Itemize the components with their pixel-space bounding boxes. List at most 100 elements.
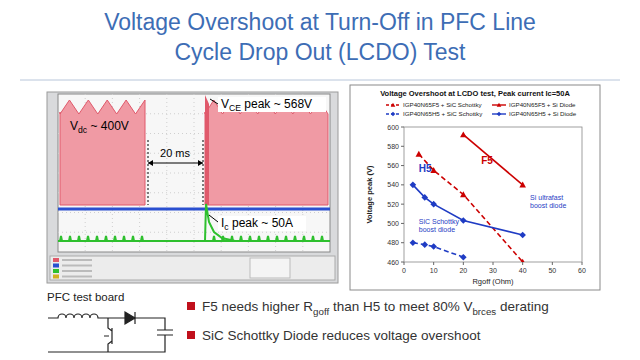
legend-label: IGP40N65F5 + Si Diode — [509, 101, 576, 108]
x-tick — [493, 262, 494, 265]
series-line — [413, 243, 463, 257]
annotation: boost diode — [419, 226, 455, 233]
annotation: boost diode — [530, 202, 566, 209]
marker — [497, 103, 502, 107]
bullet-text-part: brces — [472, 306, 496, 317]
scope: Vdc ~ 400V20 msVCE peak ~ 568VIc peak ~ … — [47, 92, 338, 283]
y-tick — [401, 262, 404, 263]
scope-vce-label-part: CE — [229, 103, 241, 113]
marker — [460, 254, 467, 261]
bullet-text-part: goff — [313, 306, 329, 317]
circuit-capacitor — [48, 318, 173, 352]
annotation: H5 — [419, 163, 432, 174]
x-tick — [463, 262, 464, 265]
circuit — [48, 312, 173, 352]
legend-entry: IGP40N65H5 + SiC Schottky — [386, 110, 483, 117]
board-label: PFC test board — [47, 291, 124, 303]
legend-label: IGP40N65H5 + SiC Schottky — [403, 110, 483, 117]
marker — [410, 182, 417, 189]
legend-entry: IGP40N65H5 + Si Diode — [492, 110, 577, 117]
scope-interval-label-part: 20 ms — [160, 147, 190, 159]
legend-label: IGP40N65H5 + Si Diode — [509, 110, 577, 117]
scope-ic-label-part: peak ~ 50A — [229, 216, 293, 230]
chart: Voltage Overshoot at LCDO test, Peak cur… — [350, 85, 600, 290]
title: Cycle Drop Out (LCDO) Test — [175, 39, 467, 65]
scope-vce-spike — [205, 95, 209, 205]
marker — [391, 112, 396, 117]
scope-channel-chip — [53, 264, 59, 268]
x-tick — [433, 262, 434, 265]
scope-ic-label: Ic peak ~ 50A — [221, 216, 293, 232]
scope-vce-label: VCE peak ~ 568V — [221, 97, 312, 113]
marker — [519, 182, 526, 188]
y-tick-label: 500 — [387, 220, 399, 227]
x-tick — [582, 262, 583, 265]
marker — [460, 217, 467, 224]
x-tick — [522, 262, 523, 265]
y-tick — [401, 165, 404, 166]
x-tick-label: 40 — [519, 267, 527, 274]
marker — [430, 243, 437, 250]
annotation: Si ultrafast — [530, 194, 563, 201]
scope-interval-arrowheads — [148, 160, 203, 166]
bullet-text-part: than H5 to meet 80% V — [329, 299, 472, 314]
scope-ic-arrow — [209, 215, 218, 222]
x-tick-label: 10 — [430, 267, 438, 274]
scope-status-line — [62, 270, 92, 272]
marker — [497, 112, 502, 117]
scope-vce-label-part: peak ~ 568V — [241, 97, 312, 111]
scope-interval-mark — [203, 140, 204, 205]
scope-frame — [47, 92, 338, 283]
y-tick — [401, 184, 404, 185]
title-rule — [20, 80, 620, 81]
scope-vdc-label-part: ~ 400V — [87, 119, 129, 133]
bullet-text: F5 needs higher Rgoff than H5 to meet 80… — [202, 299, 549, 317]
legend-entry: IGP40N65F5 + Si Diode — [492, 101, 576, 108]
scope-screen — [58, 94, 330, 252]
series-line — [413, 185, 523, 235]
chart-frame — [350, 85, 600, 290]
y-tick-label: 600 — [387, 124, 399, 131]
plot-frame — [404, 127, 582, 262]
annotation: SiC Schottky — [419, 218, 460, 226]
scope-interval-label: 20 ms — [160, 147, 190, 159]
bullet-text-part: F5 needs higher R — [202, 299, 313, 314]
chart-title: Voltage Overshoot at LCDO test, Peak cur… — [380, 89, 570, 98]
scope-status-line — [62, 259, 92, 261]
scope-grid — [58, 232, 330, 233]
x-tick-label: 0 — [402, 267, 406, 274]
marker — [391, 103, 396, 107]
x-tick-label: 30 — [489, 267, 497, 274]
bullet-marker — [187, 302, 195, 310]
scope-status-line — [62, 265, 92, 267]
marker — [519, 232, 526, 239]
x-tick-label: 50 — [548, 267, 556, 274]
scope-status-line — [62, 276, 92, 278]
bullet-marker — [187, 331, 195, 339]
y-tick-label: 460 — [387, 259, 399, 266]
scope-vdc-label-part: V — [70, 119, 78, 133]
plot-area — [410, 131, 526, 262]
circuit-igbt — [104, 318, 112, 352]
scope-blue-trace — [58, 208, 330, 211]
y-tick-label: 560 — [387, 162, 399, 169]
scope-status-bar — [50, 256, 335, 280]
legend-entry: IGP40N65F5 + SiC Schottky — [386, 101, 482, 108]
marker — [416, 151, 423, 157]
slide: Voltage Overshoot at Turn-Off in PFC Lin… — [0, 0, 640, 360]
x-tick-label: 60 — [578, 267, 586, 274]
circuit-diode — [125, 312, 135, 324]
y-tick — [401, 242, 404, 243]
series-line — [419, 154, 523, 262]
scope-vce-arrow — [210, 99, 218, 104]
marker — [421, 194, 428, 201]
series-line — [463, 135, 522, 185]
y-axis-label: Voltage peak (V) — [365, 165, 374, 223]
scope-vce-label-part: V — [221, 97, 229, 111]
scope-ic-label-bg — [218, 216, 306, 231]
background — [0, 0, 640, 360]
scope-grid — [58, 212, 330, 213]
marker — [519, 259, 526, 262]
marker — [460, 131, 467, 137]
bullet-text: SiC Schottky Diode reduces voltage overs… — [202, 328, 481, 343]
